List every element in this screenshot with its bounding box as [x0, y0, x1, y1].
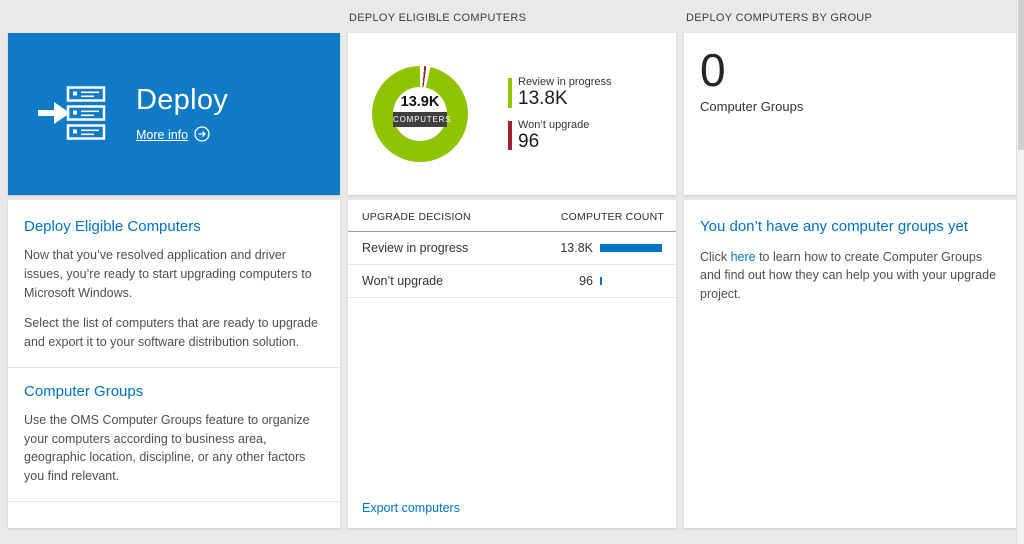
deploy-info-panel: Deploy Eligible Computers Now that you’v…	[8, 200, 340, 528]
legend-label: Won’t upgrade	[518, 118, 590, 131]
row-decision: Won’t upgrade	[362, 274, 444, 288]
legend-value: 13.8K	[518, 87, 568, 109]
column-header-deploy-computers-by-group: DEPLOY COMPUTERS BY GROUP	[686, 12, 873, 24]
donut-chart[interactable]: 13.9K COMPUTERS	[372, 66, 468, 162]
groups-text-after-link: to learn how to create Computer Groups a…	[700, 249, 997, 302]
groups-panel-title: You don’t have any computer groups yet	[700, 218, 968, 235]
count-bar	[600, 277, 602, 285]
count-bar-track	[600, 244, 664, 252]
vertical-scrollbar[interactable]	[1016, 0, 1024, 544]
computer-groups-count-tile[interactable]: 0 Computer Groups	[684, 33, 1016, 195]
legend-item-wont-upgrade: Won’t upgrade 96	[508, 119, 612, 153]
legend-item-review-in-progress: Review in progress 13.8K	[508, 76, 612, 110]
upgrade-decision-table-tile: UPGRADE DECISION COMPUTER COUNT Review i…	[348, 200, 676, 528]
here-link[interactable]: here	[730, 249, 756, 264]
legend-value: 96	[518, 130, 540, 152]
legend-color-bar	[508, 77, 512, 108]
groups-text-before-link: Click	[700, 249, 731, 264]
donut-center-label-text: COMPUTERS	[393, 115, 452, 124]
deploy-icon	[8, 85, 136, 143]
arrow-right-circle-icon	[194, 125, 210, 145]
column-header-deploy-eligible-computers: DEPLOY ELIGIBLE COMPUTERS	[349, 12, 527, 24]
deploy-eligible-chart-tile: 13.9K COMPUTERS Review in progress 13.8K…	[348, 33, 676, 195]
section-divider	[8, 500, 340, 502]
row-count: 96	[579, 274, 593, 288]
computer-groups-count: 0	[700, 44, 726, 96]
row-count: 13.8K	[560, 241, 593, 255]
row-decision: Review in progress	[362, 241, 469, 255]
export-computers-link[interactable]: Export computers	[362, 501, 460, 515]
chart-legend: Review in progress 13.8K Won’t upgrade 9…	[508, 67, 612, 162]
section-divider	[8, 366, 340, 368]
deploy-tile-text: Deploy More info	[136, 84, 228, 145]
section-title-computer-groups: Computer Groups	[24, 382, 144, 400]
section-title-deploy-eligible-computers: Deploy Eligible Computers	[24, 218, 201, 235]
donut-center-label: COMPUTERS	[393, 112, 451, 127]
computer-groups-count-label: Computer Groups	[700, 98, 804, 114]
legend-color-bar	[508, 120, 512, 151]
table-header-row: UPGRADE DECISION COMPUTER COUNT	[348, 200, 676, 232]
section-paragraph: Select the list of computers that are re…	[24, 316, 318, 349]
column-header-upgrade-decision: UPGRADE DECISION	[362, 211, 471, 223]
groups-panel-text: Click here to learn how to create Comput…	[700, 248, 1000, 304]
section-paragraph: Now that you’ve resolved application and…	[24, 248, 312, 300]
deploy-title: Deploy	[136, 83, 229, 116]
table-row-review-in-progress[interactable]: Review in progress 13.8K	[348, 232, 676, 265]
scrollbar-thumb[interactable]	[1018, 0, 1024, 150]
count-bar-track	[600, 277, 664, 285]
computer-groups-info-panel: You don’t have any computer groups yet C…	[684, 200, 1016, 528]
deploy-tile[interactable]: Deploy More info	[8, 33, 340, 195]
legend-label: Review in progress	[518, 75, 612, 88]
column-header-computer-count: COMPUTER COUNT	[560, 211, 664, 223]
count-bar	[600, 244, 662, 252]
more-info-label: More info	[136, 128, 189, 142]
more-info-link[interactable]: More info	[136, 125, 228, 145]
table-row-wont-upgrade[interactable]: Won’t upgrade 96	[348, 265, 676, 298]
donut-center-value: 13.9K	[400, 94, 440, 110]
section-paragraph: Use the OMS Computer Groups feature to o…	[24, 412, 310, 483]
